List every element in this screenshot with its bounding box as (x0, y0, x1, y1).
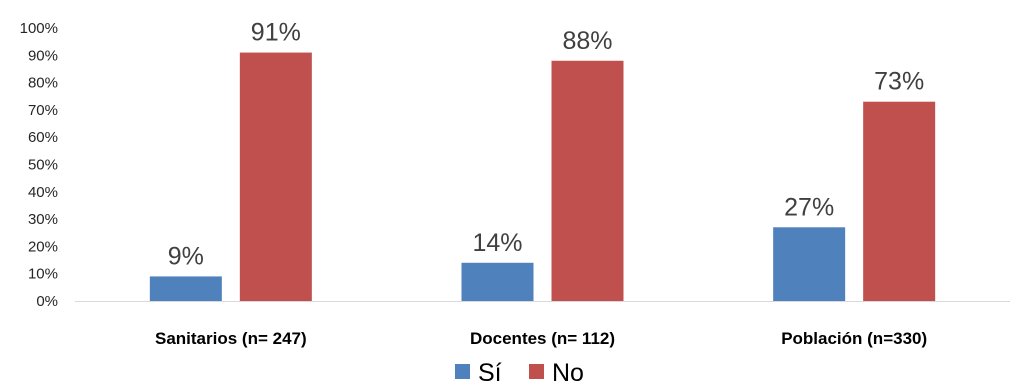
bar-si (773, 227, 846, 301)
legend-label: No (552, 359, 584, 385)
data-label: 91% (251, 19, 301, 47)
data-label: 73% (874, 68, 924, 96)
data-labels: 9% 91% 14% 88% 27% 73% (168, 19, 924, 271)
data-label: 14% (472, 229, 522, 257)
y-tick-label: 70% (28, 102, 58, 119)
legend-swatch (529, 364, 544, 379)
data-label: 88% (562, 27, 612, 55)
y-axis: 0% 10% 20% 30% 40% 50% 60% 70% 80% 90% 100% (20, 20, 58, 310)
bar-si (461, 262, 534, 301)
y-tick-label: 90% (28, 47, 58, 64)
bar-si (149, 276, 222, 301)
bars (149, 52, 936, 302)
legend: Sí No (455, 359, 584, 385)
y-tick-label: 40% (28, 184, 58, 201)
data-label: 27% (784, 193, 834, 221)
x-tick-label: Población (n=330) (781, 329, 927, 348)
bar-no (551, 60, 624, 302)
bar-no (863, 101, 936, 302)
y-tick-label: 30% (28, 211, 58, 228)
x-axis: Sanitarios (n= 247) Docentes (n= 112) Pobl… (155, 329, 927, 348)
y-tick-label: 0% (36, 293, 58, 310)
y-tick-label: 80% (28, 75, 58, 92)
y-tick-label: 20% (28, 238, 58, 255)
bar-no (239, 52, 312, 301)
x-tick-label: Docentes (n= 112) (470, 329, 615, 348)
y-tick-label: 60% (28, 129, 58, 146)
data-label: 9% (168, 242, 204, 270)
legend-label: Sí (478, 359, 502, 385)
y-tick-label: 10% (28, 266, 58, 283)
y-tick-label: 50% (28, 157, 58, 174)
x-tick-label: Sanitarios (n= 247) (155, 329, 307, 348)
y-tick-label: 100% (20, 20, 58, 37)
legend-swatch (455, 364, 470, 379)
